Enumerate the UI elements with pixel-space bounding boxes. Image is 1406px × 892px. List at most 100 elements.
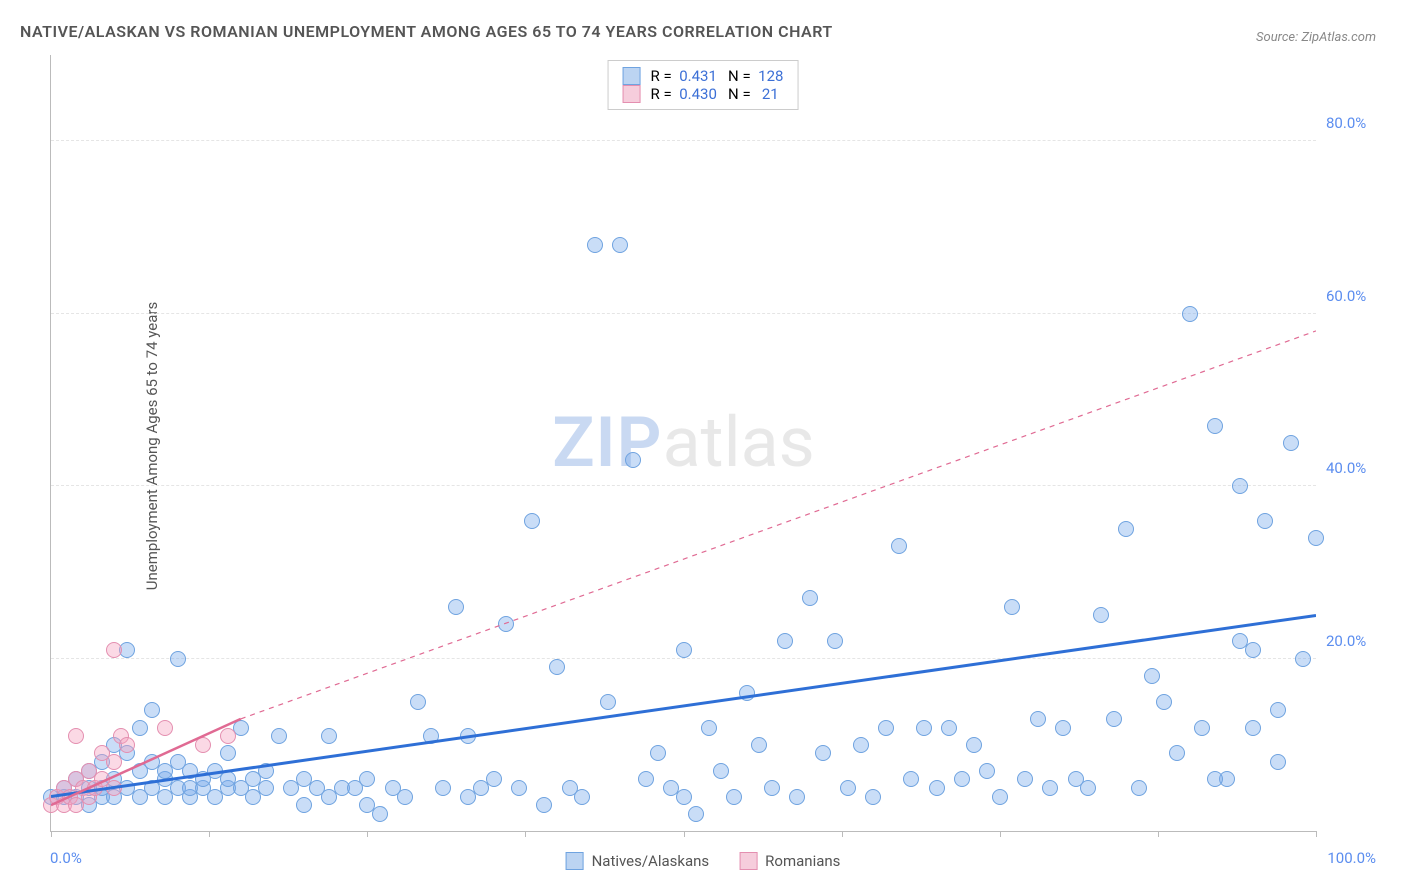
x-axis-max-label: 100.0% [1327, 849, 1376, 867]
legend-series: Natives/Alaskans Romanians [566, 852, 841, 870]
scatter-point [777, 633, 793, 649]
y-tick-label: 60.0% [1326, 287, 1386, 305]
grid-line [51, 140, 1316, 141]
scatter-point [1245, 720, 1261, 736]
scatter-point [1283, 435, 1299, 451]
scatter-point [638, 771, 654, 787]
y-tick-label: 40.0% [1326, 459, 1386, 477]
x-tick [1000, 831, 1001, 837]
scatter-point [549, 659, 565, 675]
scatter-point [625, 452, 641, 468]
legend-label: Natives/Alaskans [592, 852, 710, 870]
scatter-point [1169, 745, 1185, 761]
scatter-point [359, 771, 375, 787]
scatter-point [612, 237, 628, 253]
scatter-point [941, 720, 957, 736]
scatter-point [258, 763, 274, 779]
scatter-point [1270, 754, 1286, 770]
y-tick-label: 20.0% [1326, 632, 1386, 650]
scatter-point [106, 754, 122, 770]
scatter-point [802, 590, 818, 606]
legend-swatch [623, 85, 641, 103]
scatter-point [106, 780, 122, 796]
x-tick [1158, 831, 1159, 837]
scatter-point [119, 737, 135, 753]
chart-title: NATIVE/ALASKAN VS ROMANIAN UNEMPLOYMENT … [20, 22, 833, 41]
scatter-point [1182, 306, 1198, 322]
scatter-point [423, 728, 439, 744]
scatter-point [1004, 599, 1020, 615]
trend-lines [51, 55, 1316, 831]
scatter-point [1207, 418, 1223, 434]
scatter-point [891, 538, 907, 554]
scatter-point [764, 780, 780, 796]
scatter-point [1207, 771, 1223, 787]
x-tick [367, 831, 368, 837]
scatter-point [1144, 668, 1160, 684]
scatter-point [498, 616, 514, 632]
scatter-point [600, 694, 616, 710]
legend-stats-row: R = 0.430 N = 21 [623, 85, 784, 103]
scatter-point [271, 728, 287, 744]
scatter-point [827, 633, 843, 649]
grid-line [51, 485, 1316, 486]
scatter-point [1131, 780, 1147, 796]
scatter-point [1257, 513, 1273, 529]
scatter-point [840, 780, 856, 796]
scatter-point [1156, 694, 1172, 710]
scatter-point [688, 806, 704, 822]
scatter-point [536, 797, 552, 813]
scatter-point [220, 728, 236, 744]
scatter-point [448, 599, 464, 615]
x-axis-min-label: 0.0% [50, 849, 82, 867]
legend-stats: R = 0.431 N = 128R = 0.430 N = 21 [608, 60, 799, 110]
scatter-point [1017, 771, 1033, 787]
source-name: ZipAtlas.com [1301, 30, 1376, 45]
source-prefix: Source: [1256, 30, 1301, 45]
x-tick [842, 831, 843, 837]
scatter-point [524, 513, 540, 529]
scatter-point [486, 771, 502, 787]
watermark-atlas: atlas [663, 402, 815, 484]
scatter-point [1093, 607, 1109, 623]
scatter-point [220, 745, 236, 761]
legend-swatch [623, 67, 641, 85]
scatter-point [296, 797, 312, 813]
scatter-point [650, 745, 666, 761]
x-tick [1316, 831, 1317, 837]
scatter-point [195, 737, 211, 753]
x-tick [51, 831, 52, 837]
scatter-point [815, 745, 831, 761]
x-tick [525, 831, 526, 837]
grid-line [51, 313, 1316, 314]
legend-stats-text: R = 0.431 N = 128 [651, 67, 784, 85]
scatter-point [144, 702, 160, 718]
legend-item: Romanians [739, 852, 840, 870]
scatter-point [878, 720, 894, 736]
legend-stats-text: R = 0.430 N = 21 [651, 85, 779, 103]
scatter-point [1295, 651, 1311, 667]
scatter-point [979, 763, 995, 779]
scatter-point [132, 720, 148, 736]
scatter-point [410, 694, 426, 710]
scatter-point [170, 651, 186, 667]
scatter-point [106, 642, 122, 658]
scatter-point [258, 780, 274, 796]
scatter-point [1270, 702, 1286, 718]
scatter-point [865, 789, 881, 805]
scatter-point [157, 720, 173, 736]
watermark: ZIPatlas [552, 402, 815, 484]
scatter-point [1118, 521, 1134, 537]
scatter-point [68, 728, 84, 744]
scatter-point [701, 720, 717, 736]
scatter-point [1106, 711, 1122, 727]
scatter-point [1232, 478, 1248, 494]
legend-item: Natives/Alaskans [566, 852, 710, 870]
scatter-point [789, 789, 805, 805]
scatter-point [1055, 720, 1071, 736]
scatter-point [1042, 780, 1058, 796]
scatter-point [929, 780, 945, 796]
plot-area: ZIPatlas 20.0%40.0%60.0%80.0% [50, 55, 1316, 832]
scatter-point [1030, 711, 1046, 727]
x-tick [209, 831, 210, 837]
